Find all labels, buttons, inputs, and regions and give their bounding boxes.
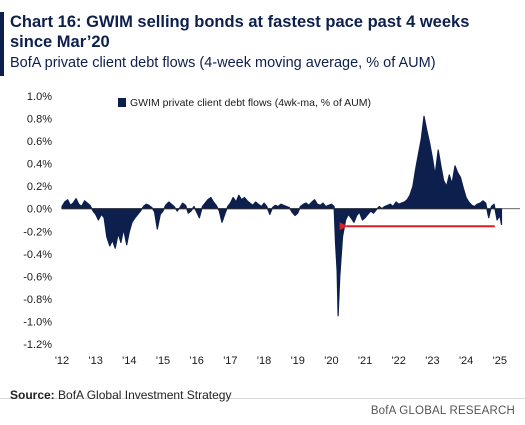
y-tick-label: -1.2% <box>23 339 52 351</box>
y-tick-label: -1.0% <box>23 316 52 328</box>
y-tick-label: 0.4% <box>27 159 52 171</box>
y-tick-label: -0.6% <box>23 271 52 283</box>
legend-label: GWIM private client debt flows (4wk-ma, … <box>130 97 371 109</box>
chart-title: Chart 16: GWIM selling bonds at fastest … <box>10 13 470 51</box>
y-tick-label: 0.6% <box>27 136 52 148</box>
y-tick-label: -0.4% <box>23 249 52 261</box>
x-tick-label: '22 <box>392 355 406 367</box>
y-tick-label: 0.2% <box>27 181 52 193</box>
x-tick-label: '25 <box>493 355 507 367</box>
series-layer <box>61 115 503 317</box>
source-text: BofA Global Investment Strategy <box>58 388 232 402</box>
y-tick-label: 0.0% <box>27 204 52 216</box>
y-tick-label: -0.2% <box>23 226 52 238</box>
x-tick-label: '24 <box>459 355 473 367</box>
x-tick-label: '15 <box>156 355 170 367</box>
x-axis: '12 '13 '14 '15 '16 '17 '18 '19 '20 '21 '22 '23 '24 '… <box>55 355 507 367</box>
x-tick-label: '16 <box>190 355 204 367</box>
footer-divider <box>0 398 525 399</box>
x-tick-label: '17 <box>223 355 237 367</box>
x-tick-label: '23 <box>425 355 439 367</box>
y-tick-label: 1.0% <box>27 91 52 103</box>
source-note: Source: BofA Global Investment Strategy <box>10 388 231 402</box>
y-tick-label: -0.8% <box>23 294 52 306</box>
legend-swatch <box>118 98 126 107</box>
footer-brand: BofA GLOBAL RESEARCH <box>370 405 515 417</box>
title-accent-bar <box>0 12 4 76</box>
x-tick-label: '19 <box>291 355 305 367</box>
chart-area: 1.0% 0.8% 0.6% 0.4% 0.2% 0.0% -0.2% -0.4% -0.6% -… <box>23 91 520 367</box>
source-label: Source: <box>10 388 55 402</box>
legend: GWIM private client debt flows (4wk-ma, … <box>118 97 371 109</box>
y-axis: 1.0% 0.8% 0.6% 0.4% 0.2% 0.0% -0.2% -0.4% -0.6% -… <box>23 91 52 351</box>
chart-subtitle: BofA private client debt flows (4-week m… <box>10 55 436 71</box>
x-tick-label: '18 <box>257 355 271 367</box>
x-tick-label: '21 <box>358 355 372 367</box>
series-area-gwim-debt-flows <box>61 115 503 317</box>
x-tick-label: '14 <box>122 355 136 367</box>
x-tick-label: '20 <box>324 355 338 367</box>
y-tick-label: 0.8% <box>27 114 52 126</box>
x-tick-label: '13 <box>89 355 103 367</box>
x-tick-label: '12 <box>55 355 69 367</box>
